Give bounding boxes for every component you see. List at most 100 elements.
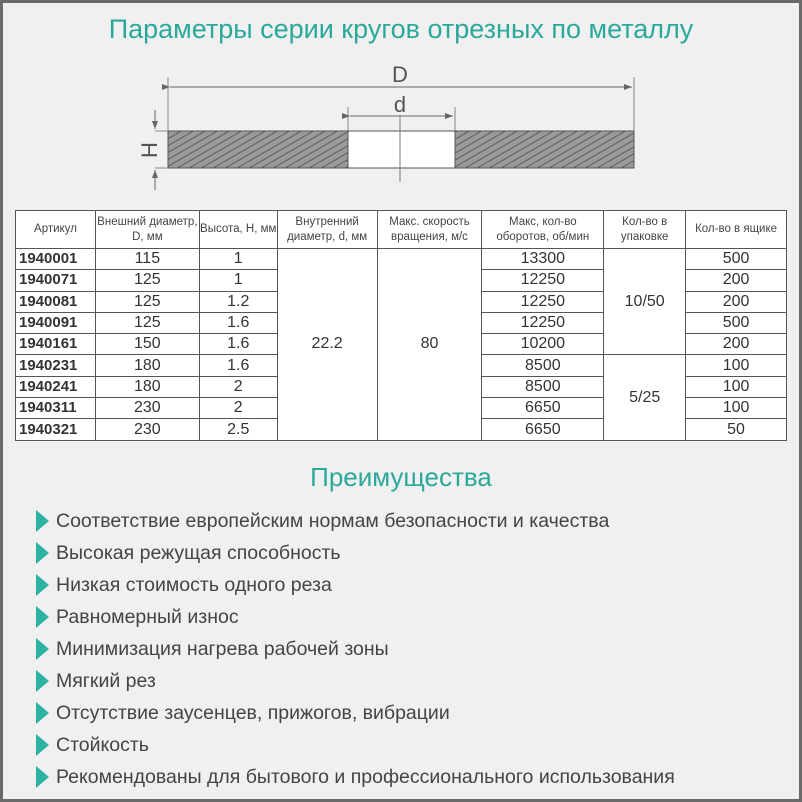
outer-diameter-cell: 125 [94, 311, 200, 335]
max-rpm-cell: 8500 [481, 354, 605, 377]
outer-diameter-cell: 125 [94, 290, 200, 313]
advantage-item: Рекомендованы для бытового и профессиона… [36, 761, 675, 793]
article-cell: 1940081 [15, 290, 96, 313]
box-qty-cell: 100 [685, 397, 787, 420]
column-header: Макс. скорость вращения, м/с [376, 210, 483, 249]
advantage-item: Низкая стоимость одного реза [36, 569, 675, 601]
triangle-bullet-icon [36, 510, 49, 532]
advantage-text: Мягкий рез [56, 669, 156, 692]
disc-right [454, 130, 635, 169]
triangle-bullet-icon [36, 574, 49, 596]
height-cell: 1.2 [198, 290, 278, 313]
max-rpm-cell: 8500 [481, 375, 605, 399]
outer-diameter-cell: 230 [94, 418, 200, 441]
table-row: 1940001 115 1 22.2 80 13300 10/50 500 [15, 247, 787, 441]
article-cell: 1940321 [15, 418, 96, 441]
d-label: d [394, 92, 406, 117]
advantage-text: Минимизация нагрева рабочей зоны [56, 637, 389, 660]
height-cell: 1.6 [198, 333, 278, 356]
table-row: 1940161 150 1.6 10200 200 [15, 333, 787, 356]
advantage-item: Высокая режущая способность [36, 537, 675, 569]
box-qty-cell: 100 [685, 354, 787, 377]
box-qty-cell: 50 [685, 418, 787, 441]
height-cell: 2.5 [198, 418, 278, 441]
box-qty-cell: 200 [685, 290, 787, 313]
max-rpm-cell: 6650 [481, 418, 605, 441]
height-cell: 1.6 [198, 354, 278, 377]
height-cell: 1 [198, 269, 278, 292]
article-cell: 1940001 [15, 247, 96, 271]
box-qty-cell: 500 [685, 311, 787, 335]
max-rpm-cell: 10200 [481, 333, 605, 356]
max-rpm-cell: 12250 [481, 290, 605, 313]
box-qty-cell: 100 [685, 375, 787, 399]
table-row: 1940321 230 2.5 6650 50 [15, 418, 787, 441]
disc-hole [347, 130, 456, 169]
column-header: Высота, H, мм [198, 210, 278, 249]
triangle-bullet-icon [36, 606, 49, 628]
height-cell: 2 [198, 375, 278, 399]
inner-diameter-cell: 22.2 [276, 248, 378, 441]
advantage-text: Высокая режущая способность [56, 541, 341, 564]
disc-diagram: D d H [137, 62, 635, 190]
advantage-text: Равномерный износ [56, 605, 239, 628]
article-cell: 1940311 [15, 397, 96, 420]
advantages-title: Преимущества [310, 462, 492, 492]
article-cell: 1940091 [15, 311, 96, 335]
triangle-bullet-icon [36, 638, 49, 660]
D-label: D [392, 62, 408, 87]
article-cell: 1940161 [15, 333, 96, 356]
advantage-text: Рекомендованы для бытового и профессиона… [56, 765, 675, 788]
advantage-text: Отсутствие заусенцев, прижогов, вибрации [56, 701, 450, 724]
height-cell: 1.6 [198, 311, 278, 335]
outer-diameter-cell: 125 [94, 269, 200, 292]
column-header: Внутренний диаметр, d, мм [276, 210, 378, 249]
max-rpm-cell: 12250 [481, 311, 605, 335]
pack-qty-cell: 10/50 [603, 247, 687, 356]
H-label: H [137, 142, 162, 158]
advantage-item: Соответствие европейским нормам безопасн… [36, 505, 675, 537]
triangle-bullet-icon [36, 766, 49, 788]
advantage-item: Мягкий рез [36, 665, 675, 697]
article-cell: 1940241 [15, 375, 96, 399]
pack-qty-cell: 5/25 [603, 354, 687, 441]
column-header: Артикул [15, 210, 96, 249]
table-row: 1940091 125 1.6 12250 500 [15, 311, 787, 335]
disc-left [167, 130, 349, 169]
outer-diameter-cell: 180 [94, 354, 200, 377]
parameters-table: Артикул Внешний диаметр, D, мм Высота, H, … [15, 210, 787, 441]
advantage-text: Соответствие европейским нормам безопасн… [56, 509, 610, 532]
advantage-text: Низкая стоимость одного реза [56, 573, 332, 596]
advantage-item: Стойкость [36, 729, 675, 761]
triangle-bullet-icon [36, 542, 49, 564]
outer-diameter-cell: 150 [94, 333, 200, 356]
height-cell: 2 [198, 397, 278, 420]
max-speed-cell: 80 [376, 248, 483, 441]
box-qty-cell: 500 [685, 247, 787, 271]
table-row: 1940081 125 1.2 12250 200 [15, 290, 787, 313]
article-cell: 1940071 [15, 269, 96, 292]
triangle-bullet-icon [36, 670, 49, 692]
triangle-bullet-icon [36, 734, 49, 756]
triangle-bullet-icon [36, 702, 49, 724]
box-qty-cell: 200 [685, 333, 787, 356]
advantage-text: Стойкость [56, 733, 149, 756]
max-rpm-cell: 12250 [481, 269, 605, 292]
outer-diameter-cell: 230 [94, 397, 200, 420]
outer-diameter-cell: 180 [94, 375, 200, 399]
outer-diameter-cell: 115 [94, 247, 200, 271]
max-rpm-cell: 6650 [481, 397, 605, 420]
column-header: Внешний диаметр, D, мм [94, 210, 200, 249]
column-header: Макс, кол-во оборотов, об/мин [481, 210, 605, 249]
advantages-list: Соответствие европейским нормам безопасн… [36, 505, 675, 793]
column-header: Кол-во в упаковке [603, 210, 687, 249]
advantage-item: Отсутствие заусенцев, прижогов, вибрации [36, 697, 675, 729]
advantage-item: Равномерный износ [36, 601, 675, 633]
article-cell: 1940231 [15, 354, 96, 377]
table-row: 1940241 180 2 8500 100 [15, 375, 787, 399]
max-rpm-cell: 13300 [481, 247, 605, 271]
column-header: Кол-во в ящике [685, 210, 787, 249]
box-qty-cell: 200 [685, 269, 787, 292]
height-cell: 1 [198, 247, 278, 271]
